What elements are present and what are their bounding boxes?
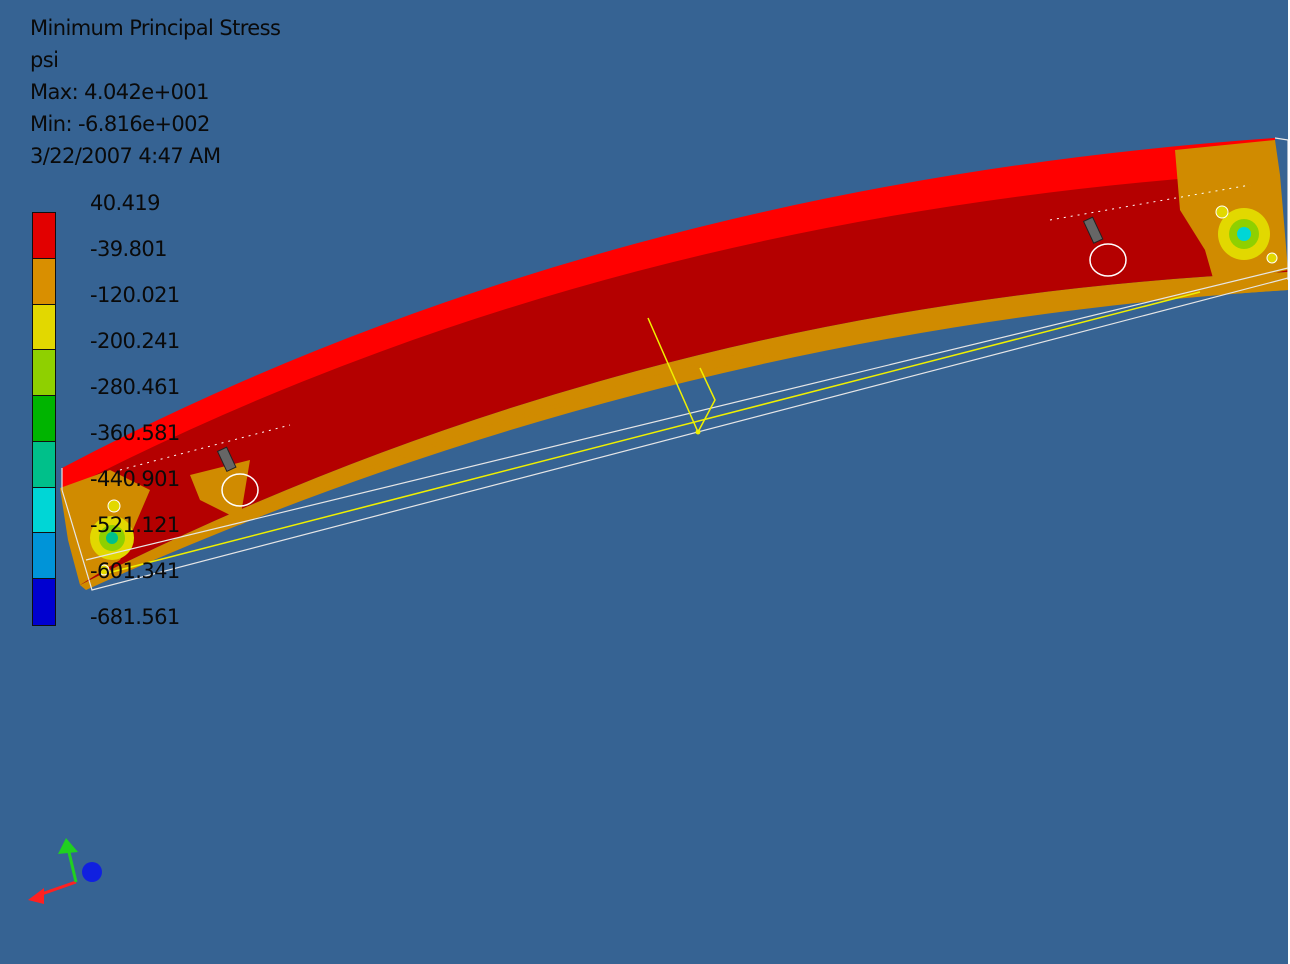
legend-swatch	[33, 487, 55, 534]
beam-side-face	[62, 170, 1288, 585]
wireframe-dotted	[119, 184, 1251, 471]
legend-swatch	[33, 350, 55, 397]
color-legend-labels: 40.419 -39.801 -120.021 -200.241 -280.461 -36…	[90, 186, 180, 646]
legend-value: -681.561	[90, 605, 180, 629]
legend-value: 40.419	[90, 191, 160, 215]
legend-value: -440.901	[90, 467, 180, 491]
legend-swatch	[33, 213, 55, 259]
legend-swatch	[33, 533, 55, 580]
result-info: Minimum Principal Stress psi Max: 4.042e…	[30, 12, 281, 172]
marker-left-2	[98, 564, 110, 576]
legend-swatch	[33, 441, 55, 488]
bolt-hole-left	[221, 473, 259, 507]
legend-value: -601.341	[90, 559, 180, 583]
legend-value: -521.121	[90, 513, 180, 537]
beam-top-face	[62, 138, 1275, 492]
legend-swatch	[33, 258, 55, 305]
reference-axis	[99, 291, 1201, 576]
hotspot-left-inner	[106, 532, 118, 544]
result-timestamp: 3/22/2007 4:47 AM	[30, 144, 221, 168]
legend-swatch	[33, 396, 55, 442]
y-axis-arrow-icon	[58, 838, 78, 854]
result-max: Max: 4.042e+001	[30, 80, 209, 104]
legend-swatch	[33, 304, 55, 351]
bolt-right	[1082, 216, 1104, 244]
marker-right	[1215, 205, 1229, 219]
hotspot-right-inner	[1237, 227, 1251, 241]
legend-swatch	[33, 579, 55, 625]
bolt-hole-right	[1089, 243, 1127, 277]
color-legend-bar	[32, 212, 56, 626]
orientation-triad[interactable]	[22, 830, 122, 920]
legend-value: -39.801	[90, 237, 167, 261]
x-axis-arrow-icon	[28, 888, 44, 904]
legend-value: -120.021	[90, 283, 180, 307]
reference-point	[695, 429, 701, 435]
bolt-left	[216, 446, 237, 473]
result-min: Min: -6.816e+002	[30, 112, 210, 136]
legend-value: -280.461	[90, 375, 180, 399]
z-axis-dot-icon	[82, 862, 102, 882]
legend-value: -200.241	[90, 329, 180, 353]
legend-value: -360.581	[90, 421, 180, 445]
marker-left	[107, 499, 121, 513]
wireframe-outline	[61, 137, 1288, 591]
result-title: Minimum Principal Stress	[30, 16, 281, 40]
result-unit: psi	[30, 48, 59, 72]
marker-right-2	[1266, 252, 1278, 264]
